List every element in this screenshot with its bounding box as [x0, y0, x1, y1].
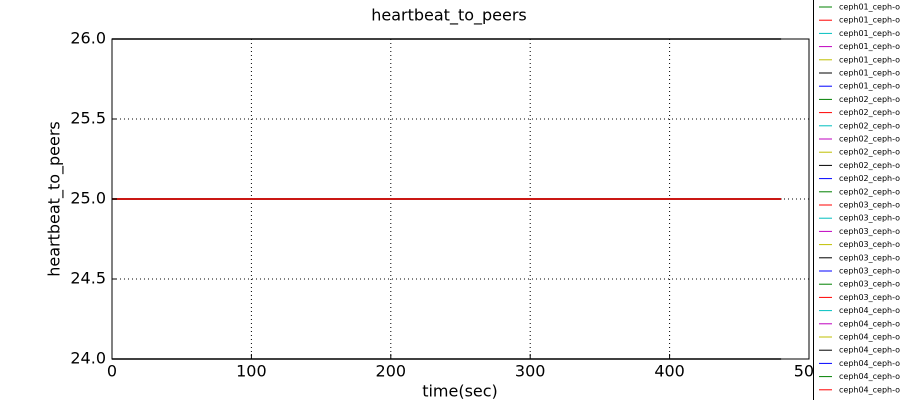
legend-label: ceph02_ceph-o [839, 148, 900, 157]
chart-title: heartbeat_to_peers [371, 6, 527, 26]
legend-label: ceph02_ceph-o [839, 108, 900, 117]
y-axis-label: heartbeat_to_peers [45, 121, 65, 277]
legend-label: ceph03_ceph-o [839, 240, 900, 249]
legend-label: ceph02_ceph-o [839, 135, 900, 144]
legend-label: ceph02_ceph-o [839, 187, 900, 196]
legend-label: ceph01_ceph-o [839, 42, 900, 51]
x-axis-label: time(sec) [422, 382, 498, 401]
legend-label: ceph03_ceph-o [839, 214, 900, 223]
legend-label: ceph04_ceph-o [839, 346, 900, 355]
legend-label: ceph04_ceph-o [839, 319, 900, 328]
legend-label: ceph01_ceph-o [839, 16, 900, 25]
y-tick-label: 24.0 [70, 349, 106, 368]
y-tick-label: 25.5 [70, 109, 106, 128]
legend-label: ceph04_ceph-o [839, 359, 900, 368]
x-tick-label: 200 [376, 362, 407, 381]
legend-label: ceph03_ceph-o [839, 201, 900, 210]
legend-label: ceph01_ceph-o [839, 55, 900, 64]
legend-label: ceph01_ceph-o [839, 69, 900, 78]
legend-label: ceph04_ceph-o [839, 385, 900, 394]
x-tick-label: 300 [515, 362, 546, 381]
x-tick-label: 100 [236, 362, 267, 381]
legend-label: ceph01_ceph-o [839, 29, 900, 38]
legend-label: ceph02_ceph-o [839, 174, 900, 183]
y-tick-label: 26.0 [70, 29, 106, 48]
legend-label: ceph02_ceph-o [839, 161, 900, 170]
legend: ceph01_ceph-oceph01_ceph-oceph01_ceph-oc… [814, 0, 900, 400]
legend-label: ceph03_ceph-o [839, 227, 900, 236]
plot-lines [112, 39, 781, 359]
legend-label: ceph03_ceph-o [839, 253, 900, 262]
legend-label: ceph01_ceph-o [839, 82, 900, 91]
x-tick-label: 400 [654, 362, 685, 381]
legend-label: ceph01_ceph-o [839, 3, 900, 12]
x-tick-label: 0 [107, 362, 117, 381]
y-tick-label: 24.5 [70, 269, 106, 288]
legend-label: ceph04_ceph-o [839, 306, 900, 315]
legend-label: ceph03_ceph-o [839, 267, 900, 276]
legend-label: ceph02_ceph-o [839, 121, 900, 130]
legend-label: ceph03_ceph-o [839, 293, 900, 302]
y-tick-label: 25.0 [70, 189, 106, 208]
legend-label: ceph04_ceph-o [839, 372, 900, 381]
legend-label: ceph03_ceph-o [839, 280, 900, 289]
legend-label: ceph02_ceph-o [839, 95, 900, 104]
legend-label: ceph04_ceph-o [839, 333, 900, 342]
